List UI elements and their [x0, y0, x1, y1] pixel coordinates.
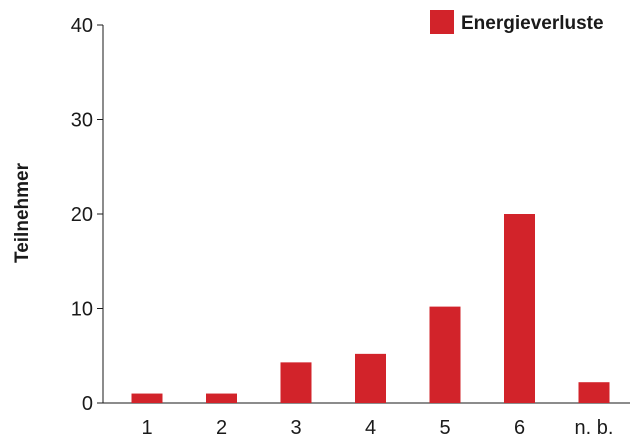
y-axis-ticks: 0 10 20 30 40: [71, 15, 103, 415]
x-tick-label-3: 3: [290, 417, 301, 436]
bar-nb: [578, 382, 610, 403]
bar-5: [429, 306, 461, 403]
x-tick-label-6: 6: [514, 417, 525, 436]
y-tick-label-30: 30: [71, 110, 93, 132]
y-axis-title: Teilnehmer: [12, 162, 33, 263]
x-axis-ticks: 1 2 3 4 5 6 n. b.: [141, 417, 613, 436]
x-tick-label-2: 2: [216, 417, 227, 436]
legend-swatch-energieverluste: [430, 10, 454, 34]
bar-2: [206, 393, 237, 403]
legend-label-energieverluste: Energieverluste: [461, 13, 604, 34]
bar-4: [355, 353, 386, 403]
x-tick-label-5: 5: [439, 417, 450, 436]
bars-group: [131, 214, 610, 403]
x-tick-label-4: 4: [365, 417, 376, 436]
legend: Energieverluste: [430, 10, 604, 34]
bar-1: [131, 393, 163, 403]
bar-3: [280, 362, 312, 403]
y-tick-label-0: 0: [82, 393, 93, 415]
y-tick-label-10: 10: [71, 299, 93, 321]
x-tick-label-1: 1: [141, 417, 152, 436]
y-tick-label-20: 20: [71, 204, 93, 226]
x-tick-label-nb: n. b.: [575, 417, 614, 436]
bar-6: [504, 214, 535, 403]
y-tick-label-40: 40: [71, 15, 93, 37]
